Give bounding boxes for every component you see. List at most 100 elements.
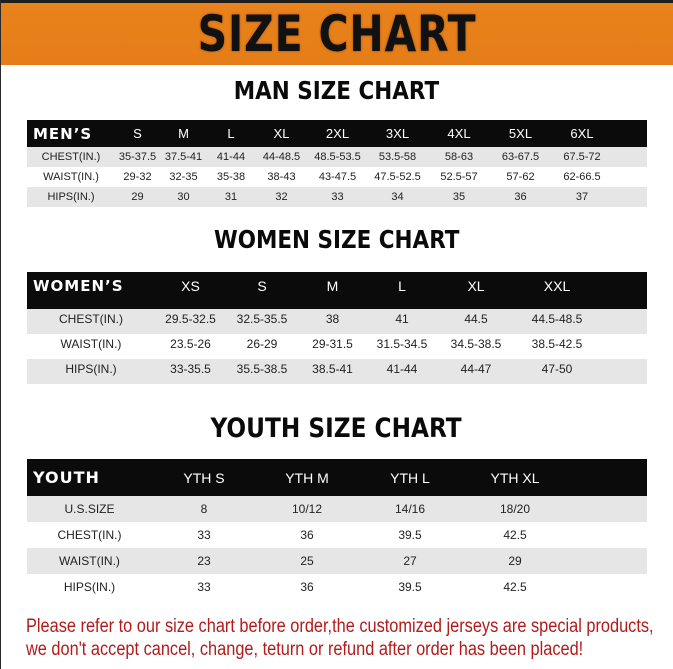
table-cell: 41 (395, 311, 409, 326)
size-header-xxl: XXL (543, 277, 571, 294)
banner-title: SIZE CHART (197, 5, 477, 63)
size-header-yth-xl: YTH XL (490, 469, 540, 486)
table-header-row: MEN’S S M L XL 2XL 3XL 4XL 5XL 6XL (27, 120, 647, 147)
order-notice: Please refer to our size chart before or… (26, 615, 654, 661)
row-label: WAIST(IN.) (43, 171, 99, 183)
table-cell: 31 (224, 191, 238, 203)
row-label: CHEST(IN.) (57, 528, 122, 542)
table-cell: 36 (300, 528, 314, 542)
size-header-m: M (178, 126, 189, 141)
left-border (0, 0, 1, 669)
table-cell: 8 (200, 502, 208, 516)
table-cell: 38-43 (267, 171, 296, 183)
table-cell: 62-66.5 (563, 171, 601, 183)
size-header-m: M (326, 277, 339, 294)
table-cell: 52.5-57 (440, 171, 478, 183)
row-label: HIPS(IN.) (63, 580, 116, 594)
size-header-2xl: 2XL (325, 126, 350, 141)
table-cell: 29 (131, 191, 144, 203)
table-cell: 34.5-38.5 (450, 336, 502, 351)
row-label: U.S.SIZE (64, 502, 115, 516)
size-header-yth-l: YTH L (390, 469, 430, 486)
table-cell: 26-29 (246, 336, 278, 351)
table-header-label: MEN’S (33, 124, 93, 143)
table-cell: 38.5-41 (312, 361, 353, 376)
order-notice-line-1: Please refer to our size chart before or… (26, 616, 654, 637)
table-cell: 48.5-53.5 (314, 151, 361, 163)
table-cell: 10/12 (291, 502, 323, 516)
table-cell: 35.5-38.5 (236, 361, 288, 376)
table-cell: 33 (331, 191, 344, 203)
table-cell: 53.5-58 (378, 151, 417, 163)
size-header-s: S (133, 126, 142, 141)
table-cell: 38 (325, 311, 340, 326)
table-cell: 44.5 (464, 311, 488, 326)
row-label: WAIST(IN.) (59, 554, 120, 568)
table-cell: 35 (452, 191, 466, 203)
table-cell: 39.5 (398, 528, 422, 542)
row-label: HIPS(IN.) (47, 191, 95, 203)
table-header-label: YOUTH (33, 468, 100, 487)
size-header-3xl: 3XL (385, 126, 410, 141)
row-label: HIPS(IN.) (65, 361, 117, 376)
table-row: CHEST(IN.) 35-37.5 37.5-41 41-44 44-48.5 48.5… (27, 147, 647, 167)
table-row: HIPS(IN.) 33 36 39.5 42.5 (27, 574, 647, 600)
table-cell: 63-67.5 (501, 151, 540, 163)
table-cell: 33 (197, 580, 211, 594)
women-size-table: WOMEN’S XS S M L XL XXL CHEST(IN.) 29.5-32.5 32.5… (27, 272, 647, 384)
men-section-title: MAN SIZE CHART (233, 76, 440, 105)
table-row: WAIST(IN.) 23 25 27 29 (27, 548, 647, 574)
table-cell: 42.5 (503, 580, 527, 594)
table-cell: 42.5 (503, 528, 527, 542)
size-header-s: S (257, 277, 267, 294)
table-row: WAIST(IN.) 23.5-26 26-29 29-31.5 31.5-34.5 34… (27, 334, 647, 359)
table-cell: 29-32 (123, 171, 152, 183)
table-header-row: YOUTH YTH S YTH M YTH L YTH XL (27, 459, 647, 496)
table-cell: 33 (197, 528, 211, 542)
size-header-l: L (398, 277, 406, 294)
table-cell: 44-48.5 (262, 151, 301, 163)
table-cell: 39.5 (398, 580, 422, 594)
women-section-title: WOMEN SIZE CHART (213, 225, 460, 254)
table-cell: 41-44 (386, 361, 418, 376)
table-cell: 32.5-35.5 (236, 311, 288, 326)
size-header-5xl: 5XL (508, 126, 533, 141)
table-row: U.S.SIZE 8 10/12 14/16 18/20 (27, 496, 647, 522)
table-cell: 23 (197, 554, 211, 568)
table-cell: 43-47.5 (318, 171, 357, 183)
order-notice-line-2: we don't accept cancel, change, teturn o… (26, 639, 584, 660)
size-header-4xl: 4XL (447, 126, 471, 141)
table-cell: 14/16 (394, 502, 426, 516)
table-cell: 31.5-34.5 (376, 336, 428, 351)
table-cell: 27 (403, 554, 417, 568)
table-cell: 38.5-42.5 (531, 336, 583, 351)
table-cell: 29 (508, 554, 522, 568)
size-chart-banner: SIZE CHART (1, 3, 673, 65)
table-cell: 44.5-48.5 (531, 311, 583, 326)
table-cell: 32-35 (169, 171, 198, 183)
table-cell: 58-63 (444, 151, 474, 163)
row-label: CHEST(IN.) (59, 311, 123, 326)
size-header-xl: XL (273, 126, 290, 141)
men-size-table: MEN’S S M L XL 2XL 3XL 4XL 5XL 6XL CHEST(IN.) 35-37… (27, 120, 647, 207)
table-header-row: WOMEN’S XS S M L XL XXL (27, 272, 647, 309)
table-cell: 47.5-52.5 (374, 171, 421, 183)
youth-size-table: YOUTH YTH S YTH M YTH L YTH XL U.S.SIZE 8 10/12… (27, 459, 647, 600)
size-header-6xl: 6XL (570, 126, 594, 141)
youth-section-title: YOUTH SIZE CHART (210, 413, 463, 444)
row-label: CHEST(IN.) (41, 151, 101, 163)
table-row: HIPS(IN.) 29 30 31 32 33 34 35 36 37 (27, 187, 647, 207)
size-header-l: L (227, 126, 235, 141)
table-cell: 44-47 (460, 361, 492, 376)
table-cell: 67.5-72 (563, 151, 601, 163)
table-cell: 23.5-26 (170, 336, 211, 351)
table-row: WAIST(IN.) 29-32 32-35 35-38 38-43 43-47.5 47.… (27, 167, 647, 187)
row-label: WAIST(IN.) (60, 336, 122, 351)
table-cell: 34 (391, 191, 404, 203)
table-row: CHEST(IN.) 33 36 39.5 42.5 (27, 522, 647, 548)
size-header-xl: XL (467, 277, 485, 294)
table-cell: 36 (300, 580, 314, 594)
table-cell: 37 (575, 191, 589, 203)
table-cell: 25 (300, 554, 314, 568)
table-row: HIPS(IN.) 33-35.5 35.5-38.5 38.5-41 41-44 44-… (27, 359, 647, 384)
